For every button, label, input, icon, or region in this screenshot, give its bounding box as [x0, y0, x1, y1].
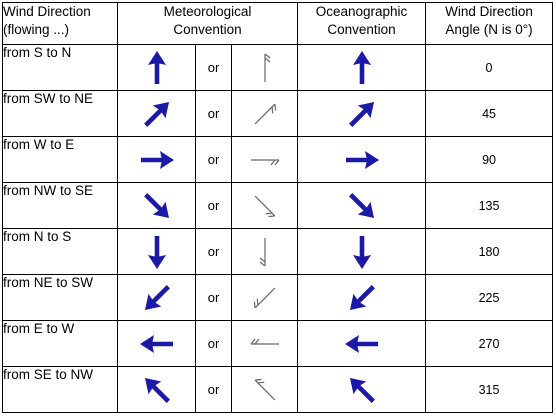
- oceanographic-arrow-icon: [348, 101, 374, 127]
- header-angle-label-2: Angle (N is 0°): [445, 22, 533, 37]
- table-row: from NE to SW or 225: [2, 274, 554, 321]
- meteorological-arrow-icon: [147, 50, 166, 84]
- meteorological-arrow-cell: [117, 320, 196, 367]
- table-row: from N to S or 180: [2, 228, 554, 275]
- direction-cell: from NE to SW: [2, 274, 118, 321]
- meteorological-arrow-cell: [117, 90, 196, 137]
- meteorological-arrow-icon: [144, 377, 170, 403]
- oceanographic-arrow-icon: [352, 50, 371, 84]
- oceanographic-arrow-icon: [349, 284, 375, 310]
- meteorological-arrow-cell: [117, 182, 196, 229]
- or-label: or: [195, 44, 232, 91]
- header-meteorological: Meteorological Convention: [116, 2, 299, 45]
- direction-cell: from NW to SE: [2, 182, 118, 229]
- angle-cell: 0: [425, 44, 554, 91]
- oceanographic-arrow-cell: [297, 90, 427, 137]
- direction-cell: from S to N: [2, 44, 118, 91]
- or-label: or: [195, 320, 232, 367]
- direction-cell: from SW to NE: [2, 90, 118, 137]
- wind-barb-cell: [230, 274, 299, 321]
- wind-barb-cell: [230, 182, 299, 229]
- angle-cell: 270: [425, 320, 554, 367]
- oceanographic-arrow-cell: [297, 228, 427, 275]
- meteorological-arrow-cell: [117, 274, 196, 321]
- angle-cell: 90: [425, 136, 554, 183]
- meteorological-arrow-icon: [143, 101, 169, 127]
- or-label: or: [195, 90, 232, 137]
- meteorological-arrow-cell: [117, 136, 196, 183]
- wind-barb-cell: [230, 90, 299, 137]
- meteorological-arrow-cell: [117, 366, 196, 413]
- oceanographic-arrow-cell: [297, 44, 427, 91]
- table-row: from W to E or 90: [2, 136, 554, 183]
- wind-barb-icon: [250, 158, 279, 165]
- header-angle: Wind Direction Angle (N is 0°): [425, 2, 554, 45]
- wind-barb-icon: [253, 287, 275, 308]
- oceanographic-arrow-icon: [345, 150, 379, 169]
- header-wind-direction-label: Wind Direction: [3, 4, 91, 19]
- wind-barb-icon: [259, 237, 266, 266]
- oceanographic-arrow-icon: [348, 192, 374, 218]
- header-meteorological-label-1: Meteorological: [163, 4, 252, 19]
- header-angle-label-1: Wind Direction: [445, 4, 533, 19]
- header-meteorological-label-2: Convention: [173, 22, 242, 37]
- header-oceanographic: Oceanographic Convention: [297, 2, 427, 45]
- oceanographic-arrow-icon: [344, 334, 378, 353]
- header-oceanographic-label-2: Convention: [327, 22, 396, 37]
- meteorological-arrow-cell: [117, 44, 196, 91]
- or-label: or: [195, 182, 232, 229]
- table-row: from S to N or 0: [2, 44, 554, 91]
- header-wind-direction: Wind Direction (flowing ...): [2, 2, 118, 45]
- meteorological-arrow-icon: [139, 334, 173, 353]
- wind-barb-cell: [230, 366, 299, 413]
- oceanographic-arrow-icon: [349, 377, 375, 403]
- wind-barb-cell: [230, 136, 299, 183]
- wind-barb-cell: [230, 320, 299, 367]
- meteorological-arrow-icon: [144, 284, 170, 310]
- meteorological-arrow-icon: [143, 192, 169, 218]
- wind-direction-table: Wind Direction (flowing ...) Meteorologi…: [2, 2, 554, 413]
- oceanographic-arrow-cell: [297, 136, 427, 183]
- wind-barb-cell: [230, 228, 299, 275]
- wind-barb-cell: [230, 44, 299, 91]
- angle-cell: 135: [425, 182, 554, 229]
- oceanographic-arrow-cell: [297, 182, 427, 229]
- or-label: or: [195, 136, 232, 183]
- angle-cell: 180: [425, 228, 554, 275]
- table-row: from E to W or 270: [2, 320, 554, 367]
- wind-barb-icon: [254, 103, 276, 124]
- meteorological-arrow-icon: [147, 235, 166, 269]
- table-row: from SE to NW or 315: [2, 366, 554, 413]
- header-row: Wind Direction (flowing ...) Meteorologi…: [2, 2, 554, 45]
- angle-cell: 315: [425, 366, 554, 413]
- table-row: from SW to NE or 45: [2, 90, 554, 137]
- header-wind-direction-sub: (flowing ...): [3, 22, 70, 37]
- wind-barb-icon: [250, 338, 279, 345]
- or-label: or: [195, 228, 232, 275]
- oceanographic-arrow-cell: [297, 320, 427, 367]
- or-label: or: [195, 274, 232, 321]
- oceanographic-arrow-icon: [352, 235, 371, 269]
- oceanographic-arrow-cell: [297, 274, 427, 321]
- wind-barb-icon: [254, 378, 275, 400]
- header-oceanographic-label-1: Oceanographic: [315, 4, 408, 19]
- table-row: from NW to SE or 135: [2, 182, 554, 229]
- direction-cell: from E to W: [2, 320, 118, 367]
- direction-cell: from SE to NW: [2, 366, 118, 413]
- direction-cell: from N to S: [2, 228, 118, 275]
- oceanographic-arrow-cell: [297, 366, 427, 413]
- or-label: or: [195, 366, 232, 413]
- angle-cell: 45: [425, 90, 554, 137]
- wind-barb-icon: [254, 195, 275, 217]
- meteorological-arrow-icon: [140, 150, 174, 169]
- angle-cell: 225: [425, 274, 554, 321]
- meteorological-arrow-cell: [117, 228, 196, 275]
- direction-cell: from W to E: [2, 136, 118, 183]
- wind-barb-icon: [263, 53, 270, 82]
